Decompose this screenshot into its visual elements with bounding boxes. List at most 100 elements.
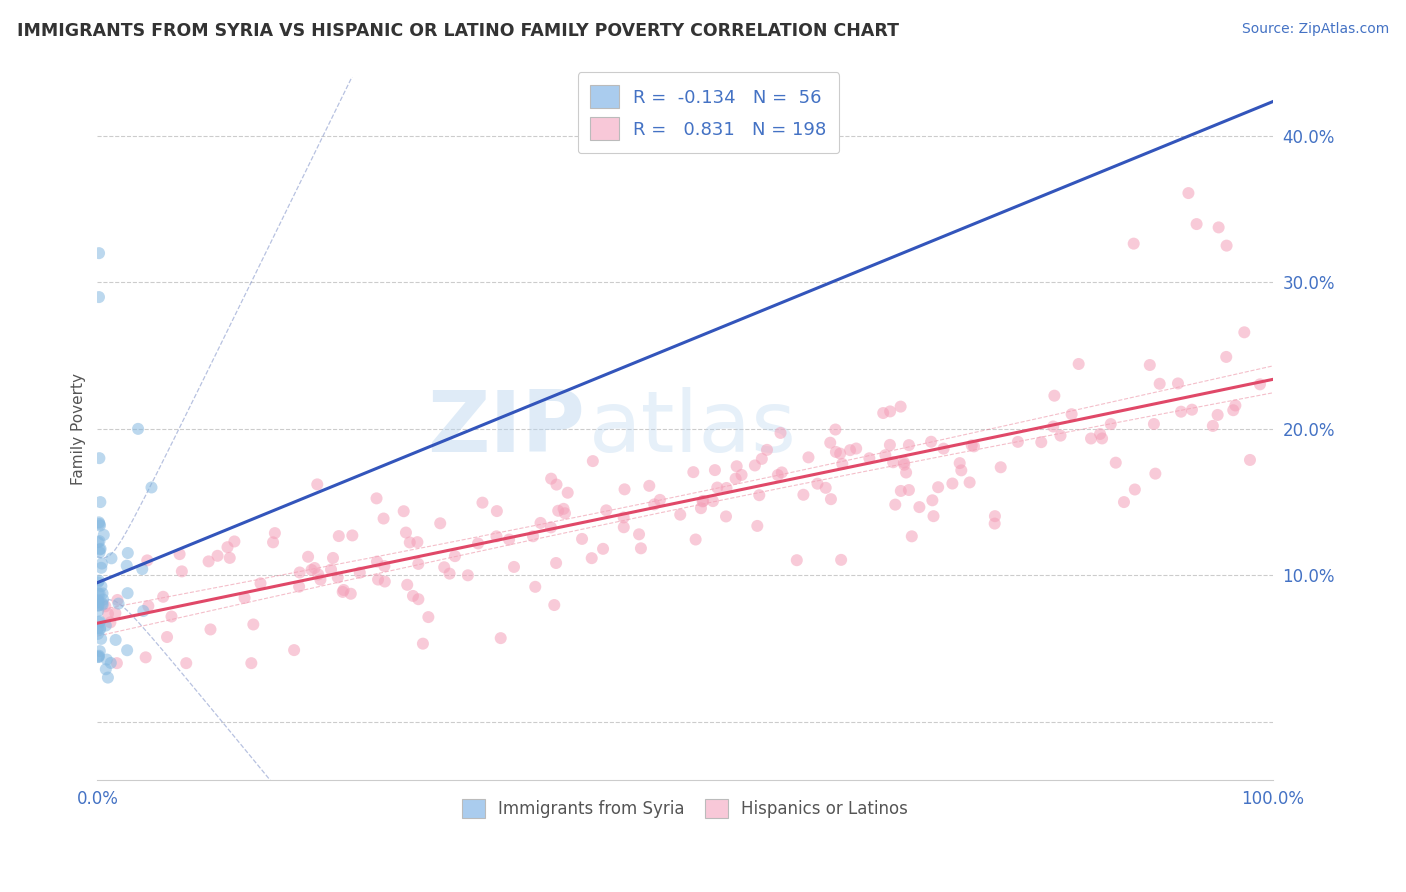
Point <box>207 549 229 563</box>
Point <box>87 586 110 600</box>
Point <box>949 456 972 470</box>
Point <box>485 504 508 518</box>
Point <box>1049 428 1071 442</box>
Point <box>1215 350 1237 364</box>
Point <box>884 498 907 512</box>
Point <box>89 621 111 635</box>
Point <box>1088 427 1111 442</box>
Point <box>373 511 395 525</box>
Point <box>1181 402 1204 417</box>
Point <box>725 459 748 474</box>
Point <box>1149 376 1171 391</box>
Point <box>262 535 284 549</box>
Point <box>398 535 420 549</box>
Point <box>91 598 114 612</box>
Point <box>730 467 752 482</box>
Point <box>117 586 139 600</box>
Point <box>322 551 344 566</box>
Point <box>87 575 110 590</box>
Point <box>307 477 329 491</box>
Point <box>744 458 766 473</box>
Y-axis label: Family Poverty: Family Poverty <box>72 373 86 485</box>
Point <box>879 404 901 418</box>
Point <box>554 506 576 520</box>
Point <box>1067 357 1090 371</box>
Point <box>240 656 263 670</box>
Point <box>87 650 110 665</box>
Point <box>770 466 793 480</box>
Point <box>1233 326 1256 340</box>
Point <box>879 438 901 452</box>
Point <box>467 536 489 550</box>
Point <box>818 435 841 450</box>
Point <box>339 587 361 601</box>
Point <box>89 587 111 601</box>
Point <box>839 443 862 458</box>
Text: atlas: atlas <box>589 387 797 470</box>
Point <box>91 586 114 600</box>
Point <box>1222 403 1244 417</box>
Point <box>100 656 122 670</box>
Point <box>197 554 219 568</box>
Point <box>433 560 456 574</box>
Point <box>87 649 110 664</box>
Point <box>224 534 246 549</box>
Point <box>702 494 724 508</box>
Point <box>960 438 983 452</box>
Point <box>524 580 547 594</box>
Point <box>1007 434 1029 449</box>
Point <box>87 574 110 588</box>
Point <box>366 491 388 506</box>
Point <box>1139 358 1161 372</box>
Point <box>87 604 110 618</box>
Point <box>1249 377 1271 392</box>
Point <box>692 494 714 508</box>
Point <box>557 485 579 500</box>
Point <box>1170 405 1192 419</box>
Point <box>89 615 111 629</box>
Point <box>882 455 904 469</box>
Point <box>1143 417 1166 431</box>
Point <box>792 488 814 502</box>
Point <box>328 529 350 543</box>
Point <box>91 596 114 610</box>
Point <box>786 553 808 567</box>
Point <box>87 535 110 549</box>
Point <box>543 598 565 612</box>
Point <box>893 455 915 469</box>
Point <box>706 481 728 495</box>
Point <box>87 290 110 304</box>
Point <box>412 637 434 651</box>
Point <box>170 565 193 579</box>
Point <box>682 465 704 479</box>
Point <box>90 557 112 571</box>
Point <box>769 425 792 440</box>
Point <box>89 516 111 531</box>
Point <box>872 406 894 420</box>
Point <box>174 656 197 670</box>
Point <box>581 551 603 566</box>
Point <box>160 609 183 624</box>
Point <box>890 483 912 498</box>
Point <box>643 497 665 511</box>
Point <box>90 561 112 575</box>
Point <box>932 442 955 456</box>
Point <box>546 556 568 570</box>
Point <box>297 549 319 564</box>
Point <box>332 585 354 599</box>
Point <box>797 450 820 465</box>
Point <box>408 557 430 571</box>
Point <box>127 422 149 436</box>
Point <box>342 528 364 542</box>
Point <box>457 568 479 582</box>
Point <box>169 547 191 561</box>
Point <box>900 529 922 543</box>
Point <box>156 630 179 644</box>
Point <box>1112 495 1135 509</box>
Point <box>471 496 494 510</box>
Point <box>845 442 868 456</box>
Point <box>547 504 569 518</box>
Point <box>748 488 770 502</box>
Point <box>941 476 963 491</box>
Point <box>89 615 111 630</box>
